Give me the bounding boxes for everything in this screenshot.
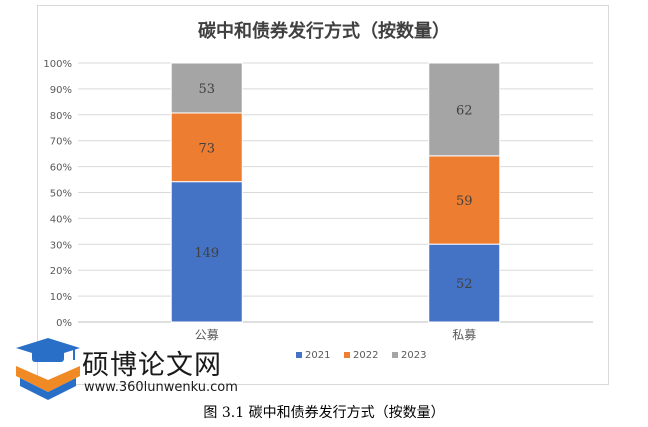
y-tick-label: 90% xyxy=(50,85,72,96)
data-label: 62 xyxy=(456,103,473,118)
y-tick-label: 50% xyxy=(50,189,72,200)
x-axis-ticks: 公募 私募 xyxy=(195,328,477,342)
bar-segment xyxy=(170,62,243,114)
data-label: 53 xyxy=(198,82,215,97)
data-label: 59 xyxy=(456,194,473,209)
x-tick-label: 公募 xyxy=(195,328,219,342)
legend-swatch xyxy=(296,352,302,358)
legend-swatch xyxy=(392,352,398,358)
y-axis-ticks: 0% 10% 20% 30% 40% 50% 60% 70% 80% 90% 100% xyxy=(43,59,72,329)
y-tick-label: 60% xyxy=(50,163,72,174)
y-tick-label: 70% xyxy=(50,137,72,148)
data-label: 52 xyxy=(456,277,473,292)
data-label: 149 xyxy=(194,246,219,261)
y-tick-label: 30% xyxy=(50,240,72,251)
bar-segment xyxy=(428,243,501,323)
chart-frame: 碳中和债券发行方式（按数量） 0% 10% 20% 30% 40% 50% 60% 70% 80… xyxy=(37,5,609,385)
chart-title: 碳中和债券发行方式（按数量） xyxy=(198,20,450,42)
legend-swatch xyxy=(344,352,350,358)
y-tick-label: 80% xyxy=(50,111,72,122)
legend-label: 2023 xyxy=(401,350,426,361)
y-tick-label: 0% xyxy=(56,318,72,329)
watermark-url: www.360lunwenku.com xyxy=(84,380,238,395)
y-tick-label: 100% xyxy=(43,59,72,70)
bar-stacks: 149 73 53 52 59 62 xyxy=(170,62,501,323)
legend-label: 2022 xyxy=(353,350,378,361)
bar-segment xyxy=(170,181,243,323)
chart-area: 碳中和债券发行方式（按数量） 0% 10% 20% 30% 40% 50% 60% 70% 80… xyxy=(43,20,593,361)
watermark-logo-icon xyxy=(16,338,80,400)
gridlines xyxy=(78,62,593,323)
x-tick-label: 私募 xyxy=(452,328,476,342)
data-label: 73 xyxy=(198,141,215,156)
figure-caption: 图 3.1 碳中和债券发行方式（按数量） xyxy=(203,405,445,421)
watermark-name: 硕博论文网 xyxy=(82,350,222,381)
bar-segment xyxy=(428,62,501,157)
legend-label: 2021 xyxy=(305,350,330,361)
legend: 2021 2022 2023 xyxy=(296,350,426,361)
y-tick-label: 40% xyxy=(50,214,72,225)
bar-segment xyxy=(170,112,243,183)
y-tick-label: 10% xyxy=(50,292,72,303)
y-tick-label: 20% xyxy=(50,266,72,277)
